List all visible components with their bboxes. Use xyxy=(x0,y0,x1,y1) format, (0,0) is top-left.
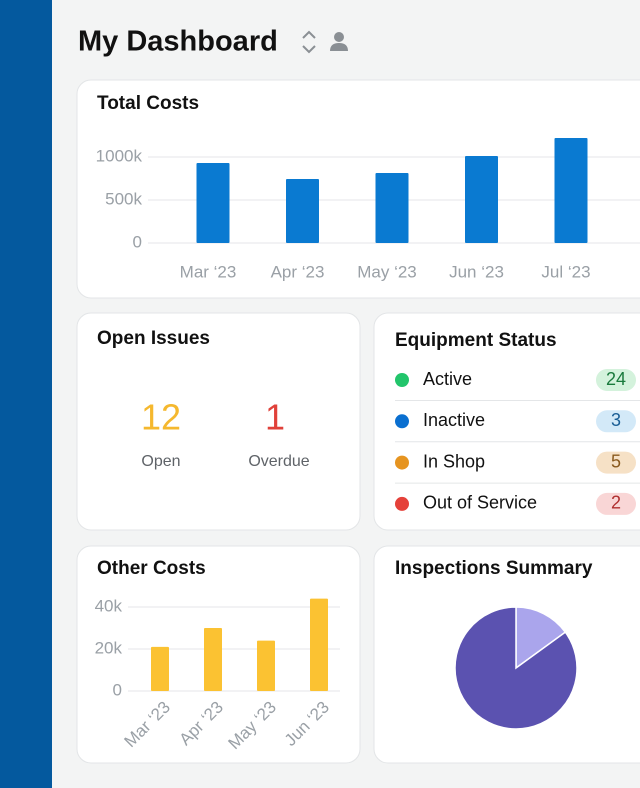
y-tick-label: 0 xyxy=(113,680,122,699)
status-label: Inactive xyxy=(423,410,485,430)
x-tick-label: Apr ‘23 xyxy=(271,262,325,281)
bar xyxy=(257,640,275,691)
bar xyxy=(554,137,588,243)
x-tick-label: Jul ‘23 xyxy=(541,262,590,281)
x-tick-label: May ‘23 xyxy=(357,262,417,281)
bar xyxy=(196,163,230,243)
card-title: Equipment Status xyxy=(395,330,557,351)
status-count: 2 xyxy=(611,493,621,513)
pie-slice xyxy=(454,606,578,730)
bar xyxy=(151,646,169,691)
card-title: Open Issues xyxy=(97,328,210,349)
status-label: Out of Service xyxy=(423,493,537,513)
status-count: 3 xyxy=(611,410,621,430)
y-tick-label: 1000k xyxy=(96,146,143,165)
x-tick-label: Jun ‘23 xyxy=(449,262,504,281)
bar xyxy=(465,155,498,243)
bar xyxy=(286,179,319,243)
y-tick-label: 20k xyxy=(95,638,123,657)
pie-slice xyxy=(515,606,567,670)
card xyxy=(76,312,361,531)
card-title: Other Costs xyxy=(97,558,206,579)
status-badge xyxy=(596,492,636,515)
card-title: Inspections Summary xyxy=(395,558,593,579)
issue-label: Overdue xyxy=(248,453,309,470)
status-count: 24 xyxy=(606,369,626,389)
issue-label: Open xyxy=(141,453,180,470)
y-tick-label: 0 xyxy=(133,232,142,251)
y-tick-label: 40k xyxy=(95,596,123,615)
bar xyxy=(375,172,409,243)
user-icon[interactable] xyxy=(330,32,348,51)
card-title: Total Costs xyxy=(97,93,199,114)
status-count: 5 xyxy=(611,451,621,471)
status-dot xyxy=(395,455,409,470)
card xyxy=(373,312,640,531)
sidebar xyxy=(0,0,52,788)
status-label: In Shop xyxy=(423,451,485,471)
issue-count: 12 xyxy=(141,397,181,438)
status-dot xyxy=(395,373,409,387)
x-tick-label: Mar ‘23 xyxy=(180,262,237,281)
status-badge xyxy=(596,410,636,433)
issue-count: 1 xyxy=(265,397,285,438)
bar xyxy=(204,628,222,691)
y-tick-label: 500k xyxy=(105,189,142,208)
status-badge xyxy=(596,451,636,474)
status-label: Active xyxy=(423,369,472,389)
status-dot xyxy=(395,496,409,511)
page-title: My Dashboard xyxy=(78,26,278,58)
bar xyxy=(310,598,328,691)
status-dot xyxy=(395,414,409,429)
status-badge xyxy=(596,369,636,391)
switch-icon[interactable] xyxy=(302,30,316,54)
